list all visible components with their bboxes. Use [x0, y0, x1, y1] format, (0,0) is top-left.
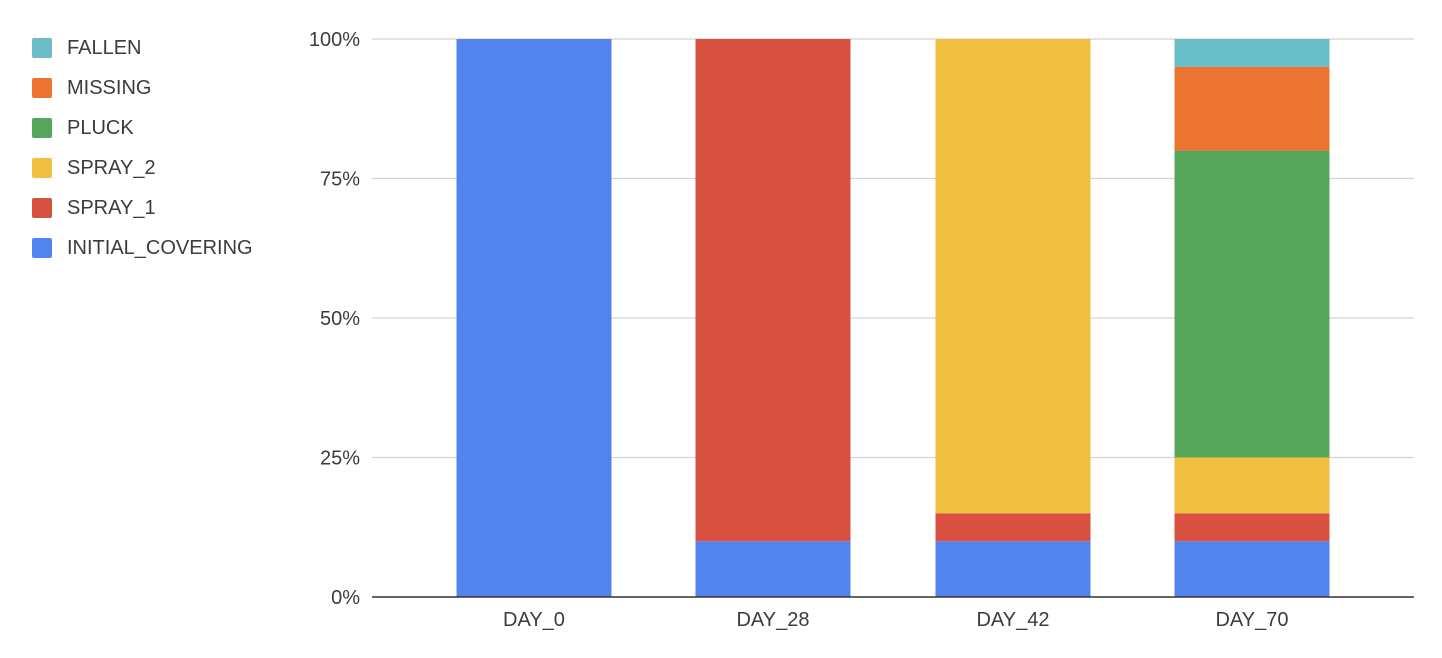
x-tick-label: DAY_0 — [503, 609, 565, 631]
x-tick-label: DAY_28 — [736, 609, 809, 631]
y-tick-label: 50% — [320, 308, 360, 330]
legend-label: MISSING — [67, 76, 152, 99]
legend-swatch — [32, 118, 52, 138]
legend-label: SPRAY_1 — [67, 196, 156, 219]
y-tick-label: 75% — [320, 169, 360, 191]
bar-segment-day-70-fallen — [1174, 39, 1330, 67]
bar-segment-day-28-spray-1 — [695, 39, 851, 542]
bar-segment-day-70-pluck — [1174, 150, 1330, 458]
bar-segment-day-28-initial-covering — [695, 541, 851, 597]
y-tick-label: 100% — [309, 29, 360, 51]
y-tick-label: 0% — [331, 587, 360, 609]
legend-swatch — [32, 198, 52, 218]
x-tick-label: DAY_70 — [1215, 609, 1288, 631]
legend-item-spray-2: SPRAY_2 — [32, 148, 253, 188]
legend-label: FALLEN — [67, 36, 142, 59]
bars — [456, 39, 1330, 597]
bar-segment-day-70-initial-covering — [1174, 541, 1330, 597]
bar-segment-day-0-initial-covering — [456, 39, 612, 597]
legend-label: SPRAY_2 — [67, 156, 156, 179]
bar-segment-day-70-missing — [1174, 66, 1330, 151]
legend-item-initial-covering: INITIAL_COVERING — [32, 228, 253, 268]
legend-label: INITIAL_COVERING — [67, 236, 253, 259]
legend-swatch — [32, 238, 52, 258]
legend-swatch — [32, 158, 52, 178]
x-tick-label: DAY_42 — [976, 609, 1049, 631]
legend-item-pluck: PLUCK — [32, 108, 253, 148]
legend-swatch — [32, 78, 52, 98]
legend-item-missing: MISSING — [32, 68, 253, 108]
y-tick-label: 25% — [320, 448, 360, 470]
y-axis: 0% 25% 50% 75% 100% — [309, 29, 360, 609]
chart-legend: FALLEN MISSING PLUCK SPRAY_2 SPRAY_1 INITIAL_… — [32, 28, 253, 268]
bar-segment-day-42-spray-1 — [935, 513, 1091, 542]
legend-item-spray-1: SPRAY_1 — [32, 188, 253, 228]
legend-swatch — [32, 38, 52, 58]
bar-segment-day-42-spray-2 — [935, 39, 1091, 514]
legend-item-fallen: FALLEN — [32, 28, 253, 68]
bar-segment-day-42-initial-covering — [935, 541, 1091, 597]
bar-segment-day-70-spray-1 — [1174, 513, 1330, 542]
bar-segment-day-70-spray-2 — [1174, 457, 1330, 514]
legend-label: PLUCK — [67, 116, 134, 139]
x-axis: DAY_0 DAY_28 DAY_42 DAY_70 — [372, 596, 1414, 631]
